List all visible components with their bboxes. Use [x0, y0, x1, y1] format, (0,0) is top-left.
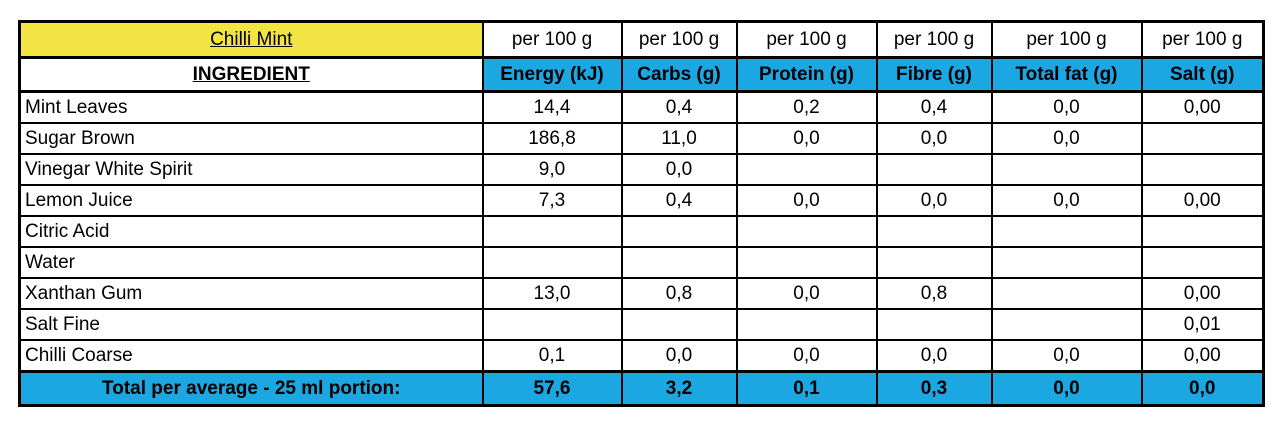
- ingredient-name: Water: [18, 246, 484, 279]
- value-cell: [990, 246, 1143, 279]
- value-cell: [875, 246, 993, 279]
- ingredient-name: Xanthan Gum: [18, 277, 484, 310]
- value-cell: 14,4: [481, 90, 623, 124]
- value-cell: 0,00: [1140, 184, 1265, 217]
- table-row: Water: [18, 246, 1265, 279]
- value-cell: 0,8: [875, 277, 993, 310]
- column-header-energy: Energy (kJ): [481, 56, 623, 93]
- value-cell: 0,1: [481, 339, 623, 373]
- header-row-per-100g: Chilli Mint per 100 g per 100 g per 100 …: [18, 20, 1265, 59]
- per-100g-label: per 100 g: [735, 20, 878, 59]
- table-row: Chilli Coarse 0,1 0,0 0,0 0,0 0,0 0,00: [18, 339, 1265, 373]
- total-value-fibre: 0,3: [875, 370, 993, 407]
- column-header-protein: Protein (g): [735, 56, 878, 93]
- value-cell: 0,0: [735, 277, 878, 310]
- column-header-total-fat: Total fat (g): [990, 56, 1143, 93]
- value-cell: 9,0: [481, 153, 623, 186]
- column-header-fibre: Fibre (g): [875, 56, 993, 93]
- value-cell: 0,0: [875, 339, 993, 373]
- ingredient-name: Vinegar White Spirit: [18, 153, 484, 186]
- value-cell: [875, 215, 993, 248]
- ingredient-name: Salt Fine: [18, 308, 484, 341]
- value-cell: 13,0: [481, 277, 623, 310]
- value-cell: [990, 277, 1143, 310]
- value-cell: 0,0: [735, 339, 878, 373]
- per-100g-label: per 100 g: [481, 20, 623, 59]
- per-100g-label: per 100 g: [875, 20, 993, 59]
- value-cell: 0,00: [1140, 339, 1265, 373]
- value-cell: [620, 215, 738, 248]
- total-value-carbs: 3,2: [620, 370, 738, 407]
- value-cell: 0,0: [620, 153, 738, 186]
- total-value-protein: 0,1: [735, 370, 878, 407]
- value-cell: [1140, 215, 1265, 248]
- ingredient-name: Sugar Brown: [18, 122, 484, 155]
- value-cell: 7,3: [481, 184, 623, 217]
- ingredient-name: Lemon Juice: [18, 184, 484, 217]
- value-cell: 0,4: [620, 90, 738, 124]
- total-row: Total per average - 25 ml portion: 57,6 …: [18, 370, 1265, 407]
- value-cell: 0,0: [735, 122, 878, 155]
- per-100g-label: per 100 g: [620, 20, 738, 59]
- value-cell: 0,00: [1140, 277, 1265, 310]
- value-cell: 0,00: [1140, 90, 1265, 124]
- total-label: Total per average - 25 ml portion:: [18, 370, 484, 407]
- value-cell: [990, 308, 1143, 341]
- value-cell: 0,0: [875, 184, 993, 217]
- header-row-columns: INGREDIENT Energy (kJ) Carbs (g) Protein…: [18, 56, 1265, 93]
- nutrition-sheet: Chilli Mint per 100 g per 100 g per 100 …: [18, 20, 1265, 407]
- value-cell: 0,8: [620, 277, 738, 310]
- value-cell: [481, 308, 623, 341]
- value-cell: 0,2: [735, 90, 878, 124]
- value-cell: [1140, 122, 1265, 155]
- value-cell: [990, 153, 1143, 186]
- table-row: Xanthan Gum 13,0 0,8 0,0 0,8 0,00: [18, 277, 1265, 310]
- value-cell: 0,0: [990, 90, 1143, 124]
- ingredient-header: INGREDIENT: [18, 56, 484, 93]
- value-cell: 0,4: [875, 90, 993, 124]
- value-cell: [735, 308, 878, 341]
- value-cell: 0,4: [620, 184, 738, 217]
- value-cell: 186,8: [481, 122, 623, 155]
- value-cell: 0,0: [990, 339, 1143, 373]
- value-cell: [875, 308, 993, 341]
- value-cell: [481, 215, 623, 248]
- value-cell: [735, 246, 878, 279]
- value-cell: [1140, 153, 1265, 186]
- value-cell: 0,0: [735, 184, 878, 217]
- value-cell: [735, 153, 878, 186]
- total-value-total-fat: 0,0: [990, 370, 1143, 407]
- value-cell: 0,0: [990, 122, 1143, 155]
- per-100g-label: per 100 g: [1140, 20, 1265, 59]
- table-row: Vinegar White Spirit 9,0 0,0: [18, 153, 1265, 186]
- value-cell: [875, 153, 993, 186]
- total-value-energy: 57,6: [481, 370, 623, 407]
- value-cell: 0,0: [990, 184, 1143, 217]
- table-row: Sugar Brown 186,8 11,0 0,0 0,0 0,0: [18, 122, 1265, 155]
- table-row: Salt Fine 0,01: [18, 308, 1265, 341]
- column-header-salt: Salt (g): [1140, 56, 1265, 93]
- value-cell: [990, 215, 1143, 248]
- table-row: Mint Leaves 14,4 0,4 0,2 0,4 0,0 0,00: [18, 90, 1265, 124]
- ingredient-name: Citric Acid: [18, 215, 484, 248]
- value-cell: 11,0: [620, 122, 738, 155]
- value-cell: [1140, 246, 1265, 279]
- value-cell: [481, 246, 623, 279]
- table-row: Lemon Juice 7,3 0,4 0,0 0,0 0,0 0,00: [18, 184, 1265, 217]
- value-cell: [620, 246, 738, 279]
- nutrition-table: Chilli Mint per 100 g per 100 g per 100 …: [18, 20, 1265, 407]
- ingredient-name: Chilli Coarse: [18, 339, 484, 373]
- product-title: Chilli Mint: [18, 20, 484, 59]
- table-row: Citric Acid: [18, 215, 1265, 248]
- value-cell: [735, 215, 878, 248]
- value-cell: 0,0: [875, 122, 993, 155]
- ingredient-name: Mint Leaves: [18, 90, 484, 124]
- per-100g-label: per 100 g: [990, 20, 1143, 59]
- value-cell: 0,01: [1140, 308, 1265, 341]
- value-cell: 0,0: [620, 339, 738, 373]
- total-value-salt: 0,0: [1140, 370, 1265, 407]
- column-header-carbs: Carbs (g): [620, 56, 738, 93]
- value-cell: [620, 308, 738, 341]
